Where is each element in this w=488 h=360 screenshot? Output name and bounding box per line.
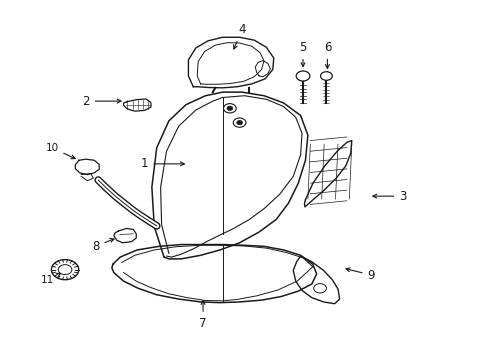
Text: 5: 5 bbox=[299, 41, 306, 67]
Text: 4: 4 bbox=[233, 23, 245, 49]
Polygon shape bbox=[304, 140, 351, 207]
Polygon shape bbox=[112, 244, 316, 303]
Text: 7: 7 bbox=[199, 301, 206, 330]
Polygon shape bbox=[114, 228, 136, 243]
Text: 2: 2 bbox=[82, 95, 121, 108]
Circle shape bbox=[58, 265, 72, 275]
Text: 11: 11 bbox=[41, 273, 61, 285]
Text: 10: 10 bbox=[45, 143, 75, 159]
Circle shape bbox=[226, 106, 232, 111]
Polygon shape bbox=[255, 60, 270, 77]
Polygon shape bbox=[152, 92, 307, 259]
Circle shape bbox=[223, 104, 236, 113]
Text: 1: 1 bbox=[141, 157, 184, 170]
Circle shape bbox=[296, 71, 309, 81]
Text: 6: 6 bbox=[323, 41, 330, 68]
Text: 9: 9 bbox=[345, 268, 374, 282]
Polygon shape bbox=[123, 99, 151, 111]
Text: 8: 8 bbox=[92, 239, 114, 253]
Polygon shape bbox=[293, 256, 339, 304]
Circle shape bbox=[233, 118, 245, 127]
Circle shape bbox=[313, 284, 326, 293]
Circle shape bbox=[320, 72, 331, 80]
Circle shape bbox=[51, 260, 79, 280]
Polygon shape bbox=[75, 159, 99, 175]
Circle shape bbox=[236, 121, 242, 125]
Text: 3: 3 bbox=[372, 190, 406, 203]
Polygon shape bbox=[188, 37, 273, 88]
